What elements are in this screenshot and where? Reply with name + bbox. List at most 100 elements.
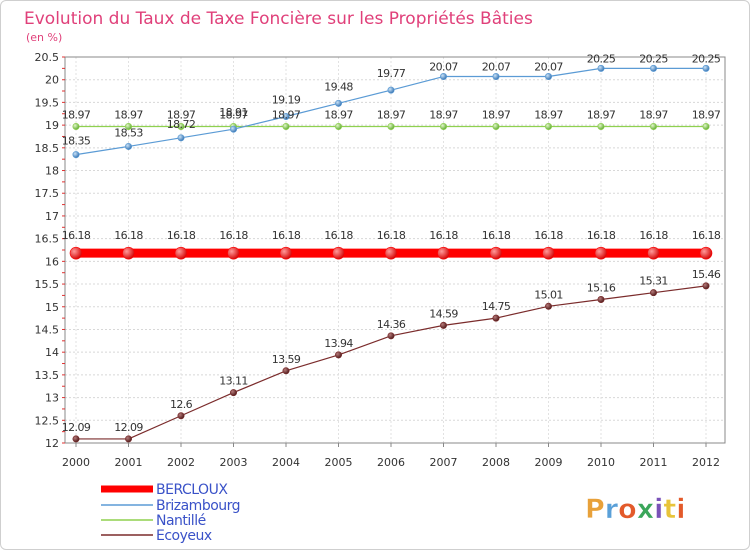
x-tick-label: 2000 xyxy=(62,456,90,469)
data-point xyxy=(282,122,290,130)
x-tick-label: 2001 xyxy=(115,456,143,469)
data-point xyxy=(492,314,500,322)
data-label: 12.6 xyxy=(170,398,193,411)
data-point xyxy=(387,86,395,94)
y-tick-label: 14.5 xyxy=(35,323,60,336)
x-tick-label: 2007 xyxy=(430,456,458,469)
data-point xyxy=(649,64,657,72)
y-tick-label: 18 xyxy=(45,165,59,178)
data-label: 16.18 xyxy=(167,229,196,242)
data-point xyxy=(227,246,240,260)
logo-letter: r xyxy=(605,494,619,525)
data-label: 18.72 xyxy=(167,118,196,131)
data-label: 18.97 xyxy=(272,108,301,121)
data-label: 19.48 xyxy=(324,80,353,93)
y-tick-label: 13 xyxy=(45,392,59,405)
data-point xyxy=(492,122,500,130)
data-label: 15.46 xyxy=(692,268,721,281)
x-tick-label: 2005 xyxy=(325,456,353,469)
data-label: 18.97 xyxy=(482,108,511,121)
data-point xyxy=(125,122,133,130)
y-tick-label: 15 xyxy=(45,301,59,314)
x-tick-label: 2006 xyxy=(377,456,405,469)
data-label: 18.97 xyxy=(219,108,248,121)
y-tick-label: 12.5 xyxy=(35,414,60,427)
data-point xyxy=(594,246,608,260)
data-label: 16.18 xyxy=(62,229,91,242)
chart-title: Evolution du Taux de Taxe Foncière sur l… xyxy=(24,9,533,29)
y-tick-label: 20.5 xyxy=(35,51,60,64)
data-label: 20.25 xyxy=(639,52,668,65)
data-label: 16.18 xyxy=(429,229,458,242)
data-point xyxy=(72,435,80,443)
data-label: 16.18 xyxy=(114,229,143,242)
series-layer xyxy=(69,64,713,443)
data-point xyxy=(544,302,552,310)
data-point xyxy=(702,122,710,130)
logo-letter: i xyxy=(654,494,663,525)
data-label: 15.31 xyxy=(639,275,668,288)
x-tick-label: 2003 xyxy=(220,456,248,469)
data-point xyxy=(177,122,185,130)
y-tick-label: 14 xyxy=(45,346,59,359)
logo-letter: P xyxy=(585,494,605,525)
data-label: 12.09 xyxy=(114,421,143,434)
y-tick-label: 16 xyxy=(45,255,59,268)
data-label: 13.94 xyxy=(324,337,353,350)
data-label: 13.11 xyxy=(219,375,248,388)
x-tick-label: 2012 xyxy=(692,456,720,469)
y-tick-label: 19 xyxy=(45,119,59,132)
data-label: 18.35 xyxy=(62,135,91,148)
data-label: 16.18 xyxy=(639,229,668,242)
data-label: 18.97 xyxy=(639,108,668,121)
x-tick-label: 2011 xyxy=(640,456,668,469)
data-label: 20.07 xyxy=(482,61,511,74)
data-label: 18.53 xyxy=(114,126,143,139)
data-label: 14.36 xyxy=(377,318,406,331)
data-point xyxy=(492,73,500,81)
data-label: 19.77 xyxy=(377,67,406,80)
data-label: 16.18 xyxy=(219,229,248,242)
logo-letter: i xyxy=(676,494,685,525)
data-point xyxy=(125,435,133,443)
data-point xyxy=(649,289,657,297)
data-labels: 18.97 18.97 18.97 18.97 18.97 18.97 18.97 18.97… xyxy=(62,52,722,434)
x-tick-label: 2002 xyxy=(167,456,195,469)
data-label: 18.97 xyxy=(114,108,143,121)
logo-letter: x xyxy=(637,494,654,525)
data-point xyxy=(282,112,290,120)
data-point xyxy=(597,64,605,72)
data-label: 18.97 xyxy=(429,108,458,121)
data-point xyxy=(230,389,238,397)
data-label: 18.97 xyxy=(62,108,91,121)
data-point xyxy=(647,246,660,260)
data-point xyxy=(702,282,710,290)
y-tick-label: 17.5 xyxy=(35,187,60,200)
data-point xyxy=(387,332,395,340)
y-tick-label: 13.5 xyxy=(35,369,60,382)
data-label: 12.09 xyxy=(62,421,91,434)
data-point xyxy=(122,246,135,260)
legend-label: Ecoyeux xyxy=(156,528,212,544)
data-point xyxy=(334,351,342,359)
data-point xyxy=(125,142,133,150)
logo-letter: o xyxy=(618,494,637,525)
legend-label: BERCLOUX xyxy=(156,482,228,498)
proxiti-logo: Proxiti xyxy=(585,494,686,526)
data-label: 20.07 xyxy=(534,61,563,74)
data-label: 20.25 xyxy=(692,52,721,65)
data-label: 16.18 xyxy=(272,229,301,242)
data-label: 16.18 xyxy=(534,229,563,242)
data-label: 18.97 xyxy=(377,108,406,121)
data-label: 20.07 xyxy=(429,61,458,74)
data-point xyxy=(69,246,83,260)
data-label: 18.91 xyxy=(219,106,248,119)
data-point xyxy=(174,246,188,260)
data-label: 13.59 xyxy=(272,353,301,366)
data-label: 18.97 xyxy=(587,108,616,121)
legend-label: Nantillé xyxy=(156,513,206,529)
data-label: 16.18 xyxy=(482,229,511,242)
data-label: 20.25 xyxy=(587,52,616,65)
data-point xyxy=(72,151,80,159)
